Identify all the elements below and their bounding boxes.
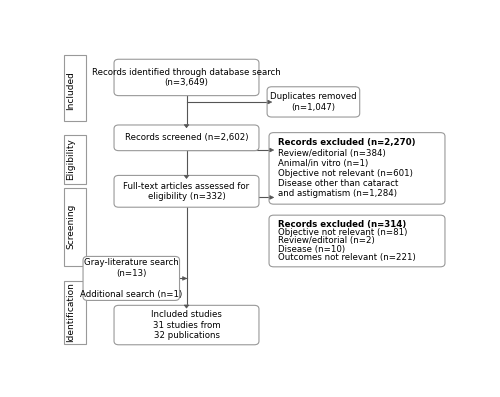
Polygon shape bbox=[184, 305, 189, 308]
Polygon shape bbox=[268, 100, 272, 104]
Text: Identification: Identification bbox=[66, 282, 76, 342]
FancyBboxPatch shape bbox=[83, 256, 180, 301]
Text: Outcomes not relevant (n=221): Outcomes not relevant (n=221) bbox=[278, 253, 415, 262]
FancyBboxPatch shape bbox=[114, 305, 259, 345]
FancyBboxPatch shape bbox=[64, 281, 86, 344]
Text: Records excluded (n=2,270): Records excluded (n=2,270) bbox=[278, 139, 415, 147]
FancyBboxPatch shape bbox=[269, 215, 445, 267]
FancyBboxPatch shape bbox=[267, 87, 360, 117]
Text: Records screened (n=2,602): Records screened (n=2,602) bbox=[125, 133, 248, 142]
Text: Review/editorial (n=2): Review/editorial (n=2) bbox=[278, 237, 374, 245]
Text: Included: Included bbox=[66, 71, 76, 110]
FancyBboxPatch shape bbox=[269, 133, 445, 204]
Text: Objective not relevant (n=601): Objective not relevant (n=601) bbox=[278, 169, 412, 178]
FancyBboxPatch shape bbox=[64, 55, 86, 121]
Text: and astigmatism (n=1,284): and astigmatism (n=1,284) bbox=[278, 189, 396, 198]
Text: Records excluded (n=314): Records excluded (n=314) bbox=[278, 220, 406, 229]
Text: Gray-literature search
(n=13)

Additional search (n=1): Gray-literature search (n=13) Additional… bbox=[80, 258, 182, 299]
Text: Disease (n=10): Disease (n=10) bbox=[278, 245, 344, 254]
Text: Included studies
31 studies from
32 publications: Included studies 31 studies from 32 publ… bbox=[151, 310, 222, 340]
Text: Animal/in vitro (n=1): Animal/in vitro (n=1) bbox=[278, 159, 368, 168]
FancyBboxPatch shape bbox=[114, 125, 259, 150]
FancyBboxPatch shape bbox=[114, 175, 259, 207]
Polygon shape bbox=[184, 175, 189, 179]
Polygon shape bbox=[270, 148, 274, 152]
Text: Records identified through database search
(n=3,649): Records identified through database sear… bbox=[92, 68, 281, 87]
Text: Screening: Screening bbox=[66, 204, 76, 249]
Text: Full-text articles assessed for
eligibility (n=332): Full-text articles assessed for eligibil… bbox=[124, 181, 250, 201]
Text: Objective not relevant (n=81): Objective not relevant (n=81) bbox=[278, 228, 407, 237]
FancyBboxPatch shape bbox=[114, 59, 259, 96]
Polygon shape bbox=[184, 125, 189, 128]
Text: Eligibility: Eligibility bbox=[66, 138, 76, 180]
Text: Disease other than cataract: Disease other than cataract bbox=[278, 179, 398, 188]
FancyBboxPatch shape bbox=[64, 188, 86, 266]
FancyBboxPatch shape bbox=[64, 135, 86, 184]
Text: Review/editorial (n=384): Review/editorial (n=384) bbox=[278, 148, 386, 158]
Polygon shape bbox=[182, 277, 186, 280]
Text: Duplicates removed
(n=1,047): Duplicates removed (n=1,047) bbox=[270, 92, 356, 112]
Polygon shape bbox=[270, 196, 274, 199]
